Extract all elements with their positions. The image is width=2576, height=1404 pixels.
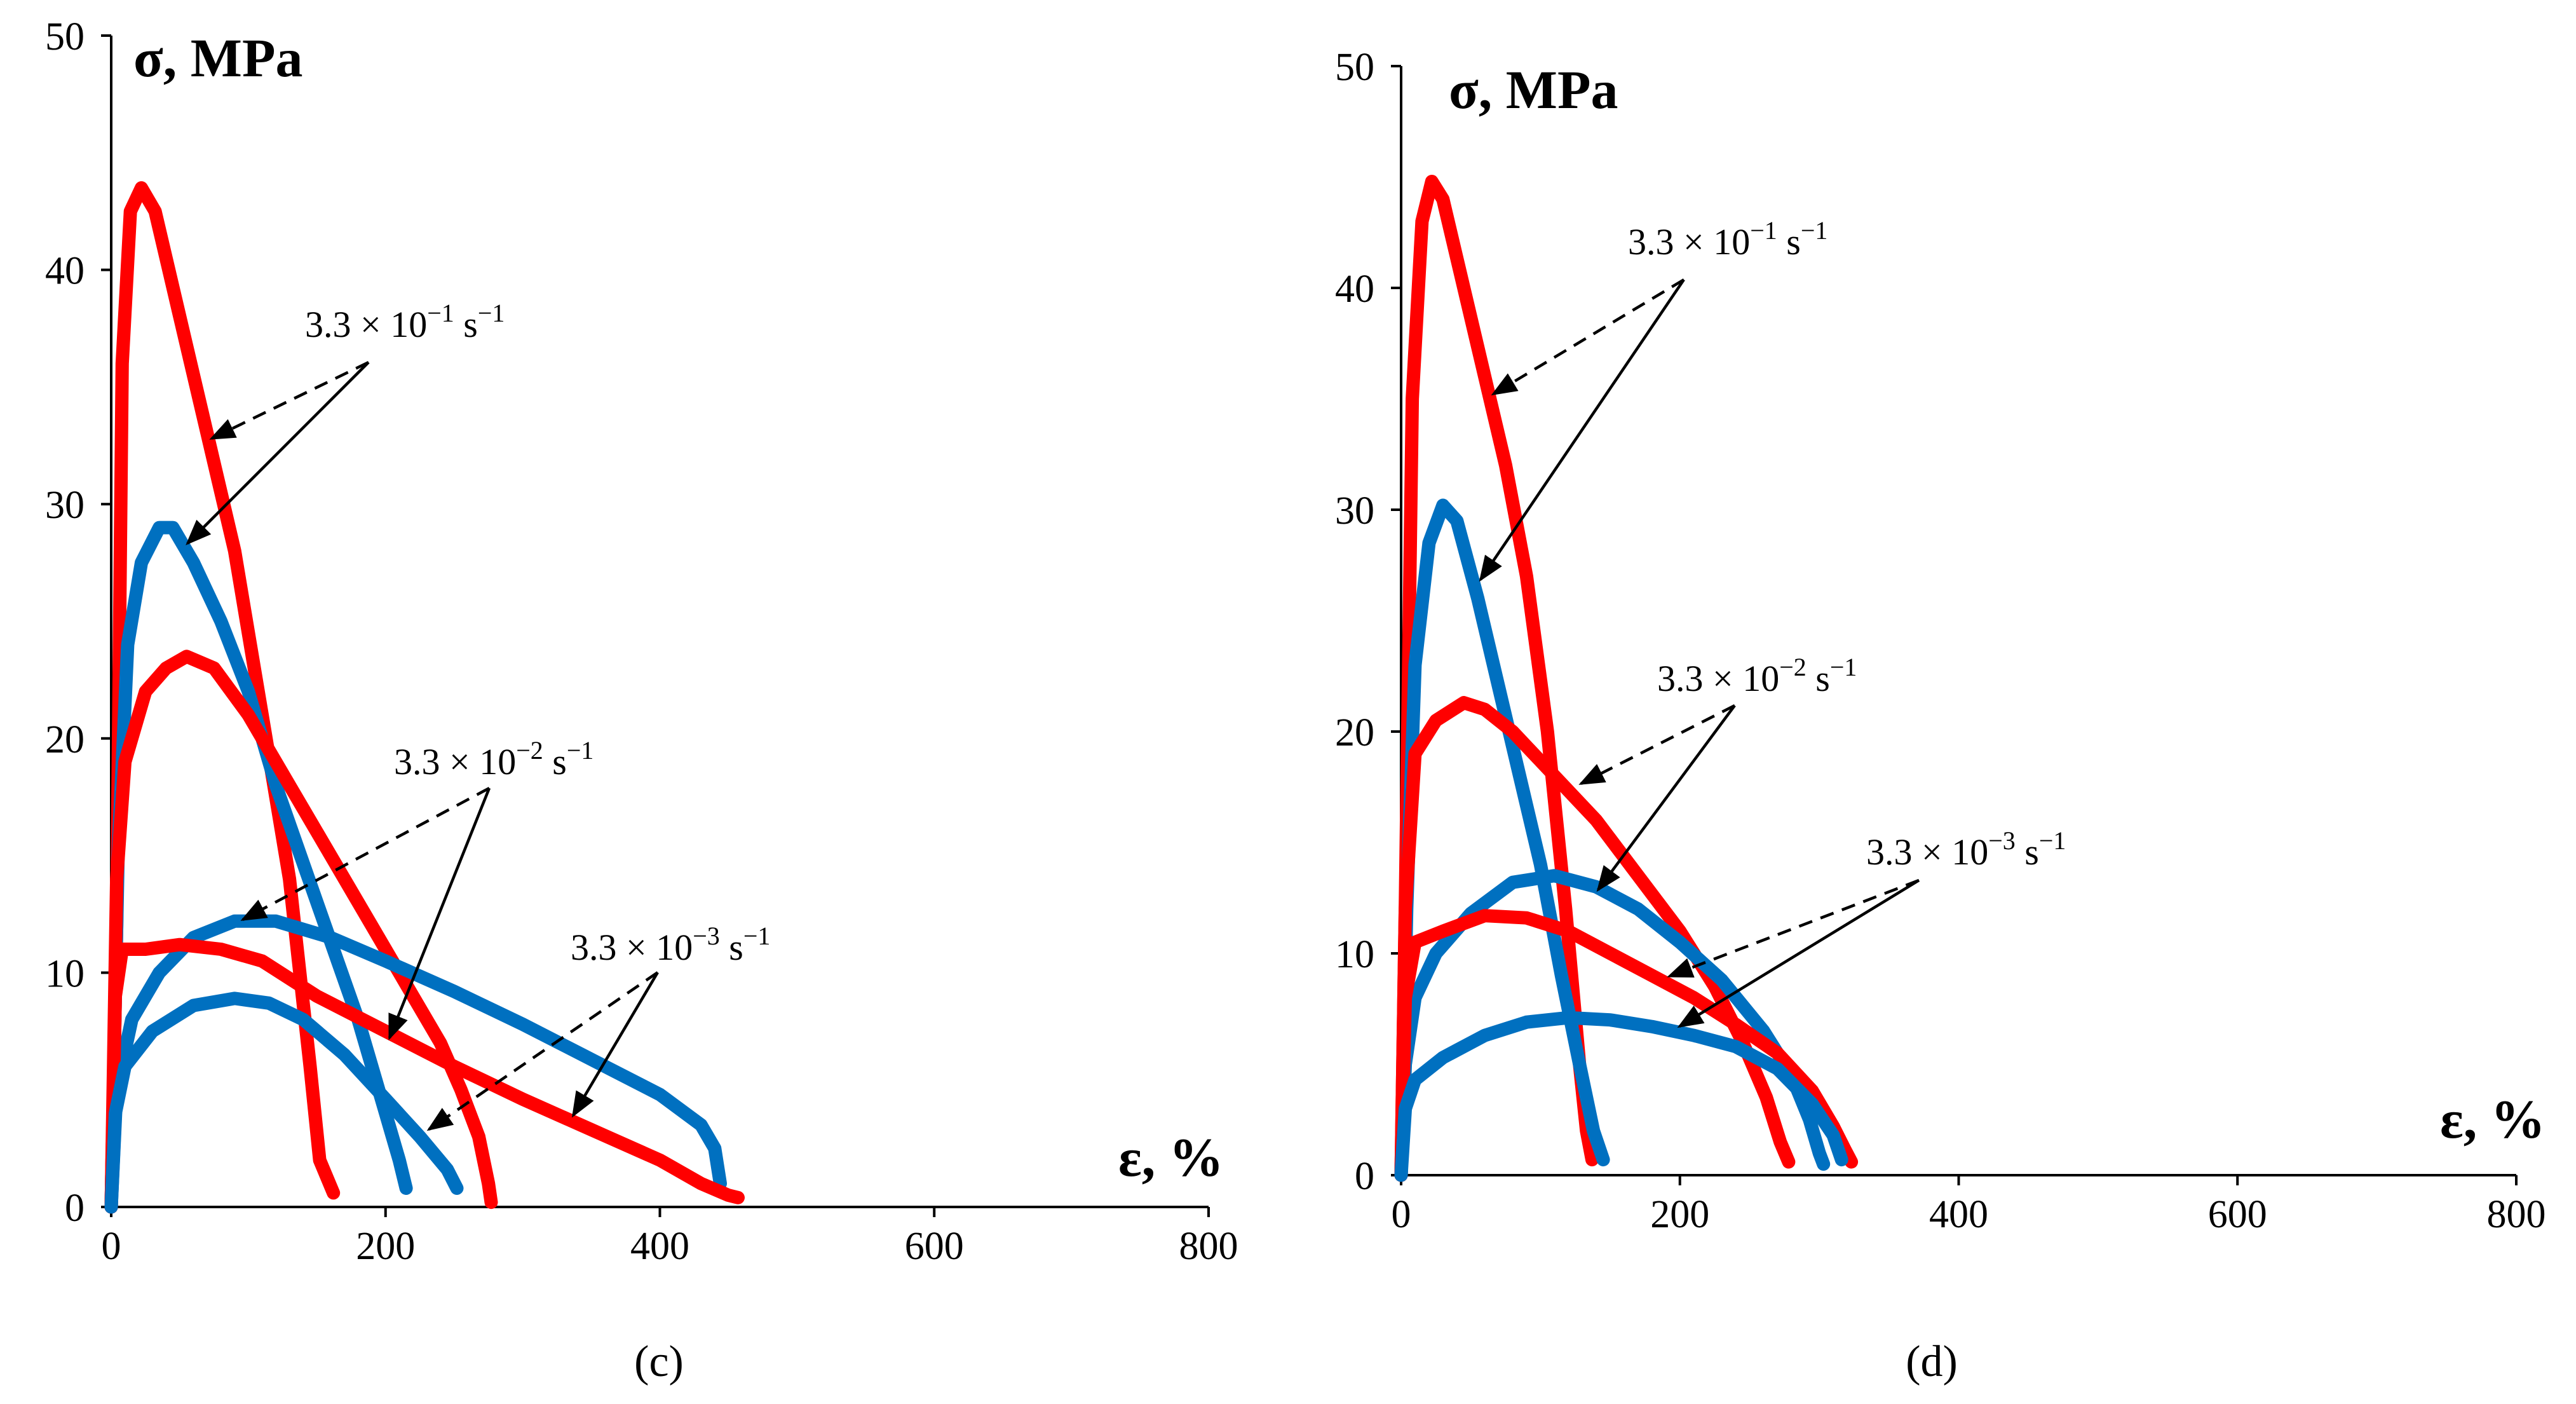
y-axis-title: σ, MPa (1449, 59, 1618, 120)
strain-rate-label: 3.3 × 10−3 s−1 (1866, 826, 2066, 873)
strain-rate-exponent: −3 (1988, 826, 2016, 855)
annotation-arrow-solid (1479, 278, 1685, 582)
y-tick-label: 10 (1335, 933, 1374, 976)
series-line-3 (104, 650, 498, 1214)
strain-rate-exponent: −3 (693, 922, 720, 950)
annotation-arrow-dashed (1578, 704, 1736, 786)
y-tick-label: 40 (45, 250, 85, 293)
x-tick-label: 800 (2487, 1193, 2546, 1236)
series-line-5 (104, 937, 745, 1214)
x-tick-label: 0 (1392, 1193, 1411, 1236)
strain-rate-base: 3.3 × 10 (305, 304, 427, 345)
series-line-3 (1394, 696, 1796, 1182)
strain-rate-exponent: −2 (1779, 653, 1807, 681)
strain-rate-unit-exponent: −1 (478, 299, 505, 327)
x-tick-label: 200 (1650, 1193, 1709, 1236)
strain-rate-label: 3.3 × 10−1 s−1 (305, 299, 505, 345)
annotation-arrow-dashed (1491, 278, 1685, 396)
x-tick-label: 400 (1929, 1193, 1988, 1236)
x-axis-title: ε, % (1118, 1127, 1224, 1188)
strain-rate-exponent: −2 (516, 736, 543, 765)
strain-rate-unit: s (454, 304, 478, 345)
strain-rate-exponent: −1 (1750, 216, 1777, 245)
strain-rate-base: 3.3 × 10 (1628, 221, 1750, 262)
strain-rate-exponent: −1 (427, 299, 454, 327)
series-line-6 (104, 992, 464, 1214)
strain-rate-base: 3.3 × 10 (571, 927, 693, 968)
y-tick-label: 20 (1335, 711, 1374, 754)
annotation-arrow-dashed (209, 360, 369, 440)
strain-rate-label: 3.3 × 10−3 s−1 (571, 922, 770, 968)
strain-rate-unit-exponent: −1 (2039, 826, 2066, 855)
strain-rate-unit: s (720, 927, 743, 968)
x-tick-label: 800 (1179, 1225, 1238, 1268)
annotation-arrow-solid (388, 787, 491, 1040)
strain-rate-unit-exponent: −1 (743, 922, 771, 950)
series-line-2 (1394, 498, 1610, 1182)
strain-rate-base: 3.3 × 10 (394, 741, 516, 782)
strain-rate-label: 3.3 × 10−2 s−1 (1657, 653, 1857, 699)
chart-panel-c: 0 200 400 600 800 0 10 20 30 40 50 σ, MPa ε, % 3.3 × … (45, 15, 1238, 1386)
y-tick-label: 50 (45, 15, 85, 58)
y-tick-label: 0 (1355, 1155, 1374, 1198)
strain-rate-label: 3.3 × 10−1 s−1 (1628, 216, 1827, 262)
strain-rate-base: 3.3 × 10 (1657, 658, 1779, 699)
annotation-arrow-dashed (426, 971, 659, 1131)
series-line-4 (104, 914, 727, 1214)
x-tick-label: 200 (356, 1225, 415, 1268)
y-tick-label: 30 (1335, 489, 1374, 533)
x-tick-label: 400 (630, 1225, 689, 1268)
strain-rate-label: 3.3 × 10−2 s−1 (394, 736, 593, 782)
strain-rate-unit-exponent: −1 (1801, 216, 1828, 245)
y-tick-label: 50 (1335, 46, 1374, 89)
strain-rate-unit: s (1777, 221, 1801, 262)
y-tick-label: 10 (45, 952, 85, 995)
strain-rate-unit: s (543, 741, 567, 782)
panel-label: (c) (634, 1337, 684, 1386)
x-axis-title: ε, % (2440, 1089, 2545, 1150)
x-tick-label: 600 (2208, 1193, 2267, 1236)
chart-panel-d: 0 200 400 600 800 0 10 20 30 40 50 σ, MPa ε, % 3.3 × … (1335, 46, 2546, 1386)
annotation-arrow-solid (1677, 879, 1920, 1028)
y-tick-label: 30 (45, 484, 85, 527)
series-line-1 (104, 181, 341, 1214)
strain-rate-unit: s (1807, 658, 1830, 699)
x-tick-label: 600 (905, 1225, 964, 1268)
panel-label: (d) (1906, 1337, 1958, 1386)
annotation-arrow-solid (186, 361, 370, 545)
strain-rate-unit-exponent: −1 (1830, 653, 1857, 681)
series-line-6 (1394, 1011, 1848, 1182)
y-tick-label: 0 (65, 1187, 85, 1230)
strain-rate-unit: s (2016, 831, 2039, 873)
annotation-arrow-solid (1596, 704, 1736, 892)
strain-rate-unit-exponent: −1 (567, 736, 594, 765)
y-axis-title: σ, MPa (133, 27, 302, 88)
series-line-2 (104, 521, 413, 1214)
y-tick-label: 20 (45, 718, 85, 761)
strain-rate-base: 3.3 × 10 (1866, 831, 1988, 873)
y-tick-label: 40 (1335, 268, 1374, 311)
annotation-arrow-solid (571, 971, 659, 1118)
annotation-arrow-dashed (240, 787, 491, 921)
x-tick-label: 0 (102, 1225, 121, 1268)
